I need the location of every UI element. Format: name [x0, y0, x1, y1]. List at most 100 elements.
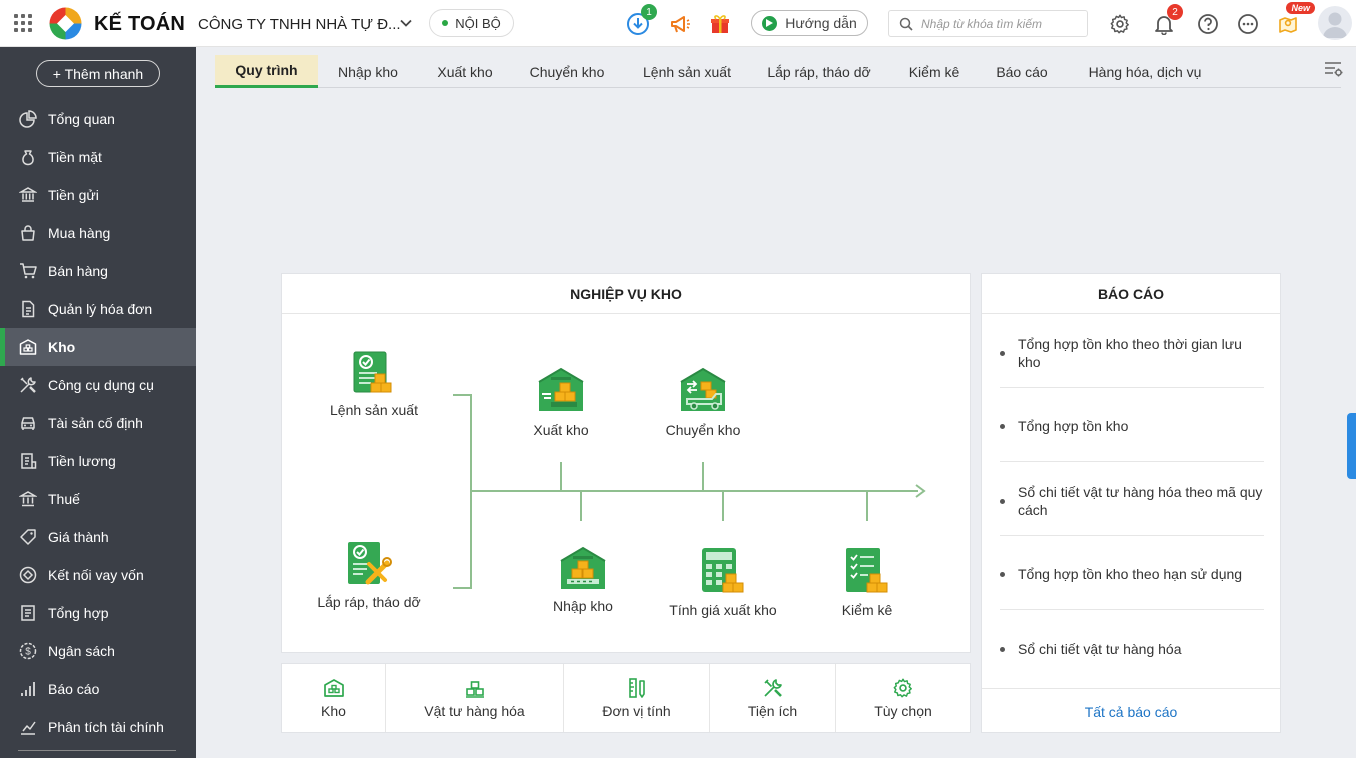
sidebar-item-label: Quản lý hóa đơn — [48, 301, 153, 317]
quick-access-bar: Kho Vật tư hàng hóa Đơn vị tính Tiện ích… — [281, 663, 971, 733]
bank-icon — [18, 185, 38, 205]
loan-icon — [18, 565, 38, 585]
gift-icon — [711, 15, 729, 33]
side-panel-handle[interactable] — [1347, 413, 1356, 479]
environment-badge[interactable]: NỘI BỘ — [429, 9, 514, 37]
sidebar-item-cong-cu-dung-cu[interactable]: Công cụ dụng cụ — [0, 366, 196, 404]
flow-node-nhap-kho[interactable]: Nhập kho — [543, 546, 623, 615]
tab-nhap-kho[interactable]: Nhập kho — [338, 63, 398, 80]
guide-button[interactable]: Hướng dẫn — [751, 10, 868, 36]
sidebar-item-tong-hop[interactable]: Tổng hợp — [0, 594, 196, 632]
sidebar-item-ket-noi-vay-von[interactable]: Kết nối vay vốn — [0, 556, 196, 594]
all-reports-link[interactable]: Tất cả báo cáo — [982, 688, 1280, 734]
company-name[interactable]: CÔNG TY TNHH NHÀ TỰ Đ... — [198, 15, 401, 33]
bullet-icon — [1000, 571, 1005, 577]
sidebar-item-bao-cao[interactable]: Báo cáo — [0, 670, 196, 708]
sidebar-item-label: Thuế — [48, 491, 80, 507]
add-quick-button[interactable]: + Thêm nhanh — [36, 60, 160, 87]
flow-node-tinh-gia-xuat-kho[interactable]: Tính giá xuất kho — [663, 546, 783, 619]
sidebar-item-label: Bán hàng — [48, 263, 108, 279]
notification-button[interactable]: 2 — [1151, 4, 1183, 37]
download-button[interactable]: 1 — [625, 4, 657, 37]
search-input[interactable] — [921, 16, 1081, 31]
assembly-icon — [348, 542, 392, 585]
new-feature-button[interactable]: New — [1275, 2, 1315, 37]
quick-label: Vật tư hàng hóa — [424, 703, 525, 719]
tab-bar: Quy trình Nhập kho Xuất kho Chuyển kho L… — [215, 55, 1341, 88]
flow-node-label: Nhập kho — [553, 598, 613, 614]
report-item[interactable]: Tổng hợp tồn kho theo hạn sử dụng — [1000, 565, 1264, 583]
report-divider — [1000, 609, 1264, 610]
boxes-icon — [465, 681, 484, 698]
quick-tien-ich[interactable]: Tiện ích — [710, 664, 836, 732]
report-item-label: Tổng hợp tồn kho theo thời gian lưu kho — [1018, 336, 1242, 370]
car-icon — [18, 413, 38, 433]
tab-kiem-ke[interactable]: Kiểm kê — [908, 63, 960, 80]
sidebar-item-label: Mua hàng — [48, 225, 111, 241]
report-item[interactable]: Sổ chi tiết vật tư hàng hóa — [1000, 640, 1264, 658]
tab-xuat-kho[interactable]: Xuất kho — [437, 63, 493, 80]
download-count-badge: 1 — [641, 4, 657, 20]
quick-vat-tu-hang-hoa[interactable]: Vật tư hàng hóa — [386, 664, 564, 732]
calculator-icon — [702, 548, 744, 593]
chevron-down-icon[interactable] — [398, 15, 414, 31]
flow-node-xuat-kho[interactable]: Xuất kho — [521, 366, 601, 439]
search-box[interactable] — [888, 10, 1088, 37]
flow-node-chuyen-kho[interactable]: Chuyển kho — [653, 366, 753, 439]
sidebar-item-tong-quan[interactable]: Tổng quan — [0, 100, 196, 138]
announcement-button[interactable] — [667, 11, 693, 37]
sidebar-item-ngan-sach[interactable]: $ Ngân sách — [0, 632, 196, 670]
megaphone-icon — [671, 16, 690, 33]
sidebar-item-tai-san-co-dinh[interactable]: Tài sản cố định — [0, 404, 196, 442]
tab-bao-cao[interactable]: Báo cáo — [996, 63, 1048, 80]
tab-settings-icon[interactable] — [1324, 60, 1344, 78]
sidebar-item-mua-hang[interactable]: Mua hàng — [0, 214, 196, 252]
sidebar-item-label: Báo cáo — [48, 681, 100, 697]
goods-issue-icon — [538, 367, 584, 411]
flow-node-lenh-san-xuat[interactable]: Lệnh sản xuất — [324, 350, 424, 419]
bullet-icon — [1000, 350, 1005, 356]
sidebar-item-quan-ly-hoa-don[interactable]: Quản lý hóa đơn — [0, 290, 196, 328]
help-icon — [1198, 14, 1218, 34]
report-item[interactable]: Tổng hợp tồn kho theo thời gian lưu kho — [1000, 335, 1264, 371]
chart-pie-icon — [18, 109, 38, 129]
tab-chuyen-kho[interactable]: Chuyển kho — [529, 63, 605, 80]
sidebar-item-ban-hang[interactable]: Bán hàng — [0, 252, 196, 290]
tab-hang-hoa-dich-vu[interactable]: Hàng hóa, dịch vụ — [1088, 63, 1202, 80]
warehouse-icon — [323, 679, 344, 697]
sidebar-item-tien-mat[interactable]: Tiền mặt — [0, 138, 196, 176]
sidebar-item-gia-thanh[interactable]: Giá thành — [0, 518, 196, 556]
sidebar-item-phan-tich-tai-chinh[interactable]: Phân tích tài chính — [0, 708, 196, 746]
sidebar-item-tien-gui[interactable]: Tiền gửi — [0, 176, 196, 214]
help-button[interactable] — [1195, 11, 1221, 37]
avatar[interactable] — [1318, 6, 1352, 40]
apps-grid-icon[interactable] — [13, 13, 33, 33]
settings-button[interactable] — [1107, 11, 1133, 37]
sidebar-item-kho[interactable]: Kho — [0, 328, 196, 366]
flow-node-label: Lắp ráp, tháo dỡ — [317, 594, 421, 610]
gear-icon — [1110, 14, 1129, 34]
reports-panel: BÁO CÁO Tổng hợp tồn kho theo thời gian … — [981, 273, 1281, 733]
more-button[interactable] — [1235, 11, 1261, 37]
sidebar-item-tien-luong[interactable]: Tiền lương — [0, 442, 196, 480]
sidebar-item-label: Tiền gửi — [48, 187, 99, 203]
bullet-icon — [1000, 498, 1005, 504]
quick-kho[interactable]: Kho — [282, 664, 386, 732]
invoice-icon — [18, 299, 38, 319]
gift-button[interactable] — [707, 11, 733, 37]
flow-panel-title: NGHIỆP VỤ KHO — [282, 274, 970, 314]
quick-don-vi-tinh[interactable]: Đơn vị tính — [564, 664, 710, 732]
sidebar-item-thue[interactable]: Thuế — [0, 480, 196, 518]
sidebar-item-label: Tổng hợp — [48, 605, 109, 621]
production-order-icon — [353, 351, 392, 393]
tab-lenh-san-xuat[interactable]: Lệnh sản xuất — [643, 63, 731, 80]
quick-tuy-chon[interactable]: Tùy chọn — [836, 664, 970, 732]
tab-lap-rap-thao-do[interactable]: Lắp ráp, tháo dỡ — [767, 63, 871, 80]
flow-node-lap-rap-thao-do[interactable]: Lắp ráp, tháo dỡ — [314, 540, 424, 611]
flow-node-kiem-ke[interactable]: Kiểm kê — [827, 546, 907, 619]
report-item[interactable]: Sổ chi tiết vật tư hàng hóa theo mã quy … — [1000, 483, 1264, 519]
tab-quy-trinh[interactable]: Quy trình — [215, 55, 318, 88]
report-item[interactable]: Tổng hợp tồn kho — [1000, 417, 1264, 435]
payroll-icon — [18, 451, 38, 471]
sidebar-item-label: Công cụ dụng cụ — [48, 377, 154, 393]
